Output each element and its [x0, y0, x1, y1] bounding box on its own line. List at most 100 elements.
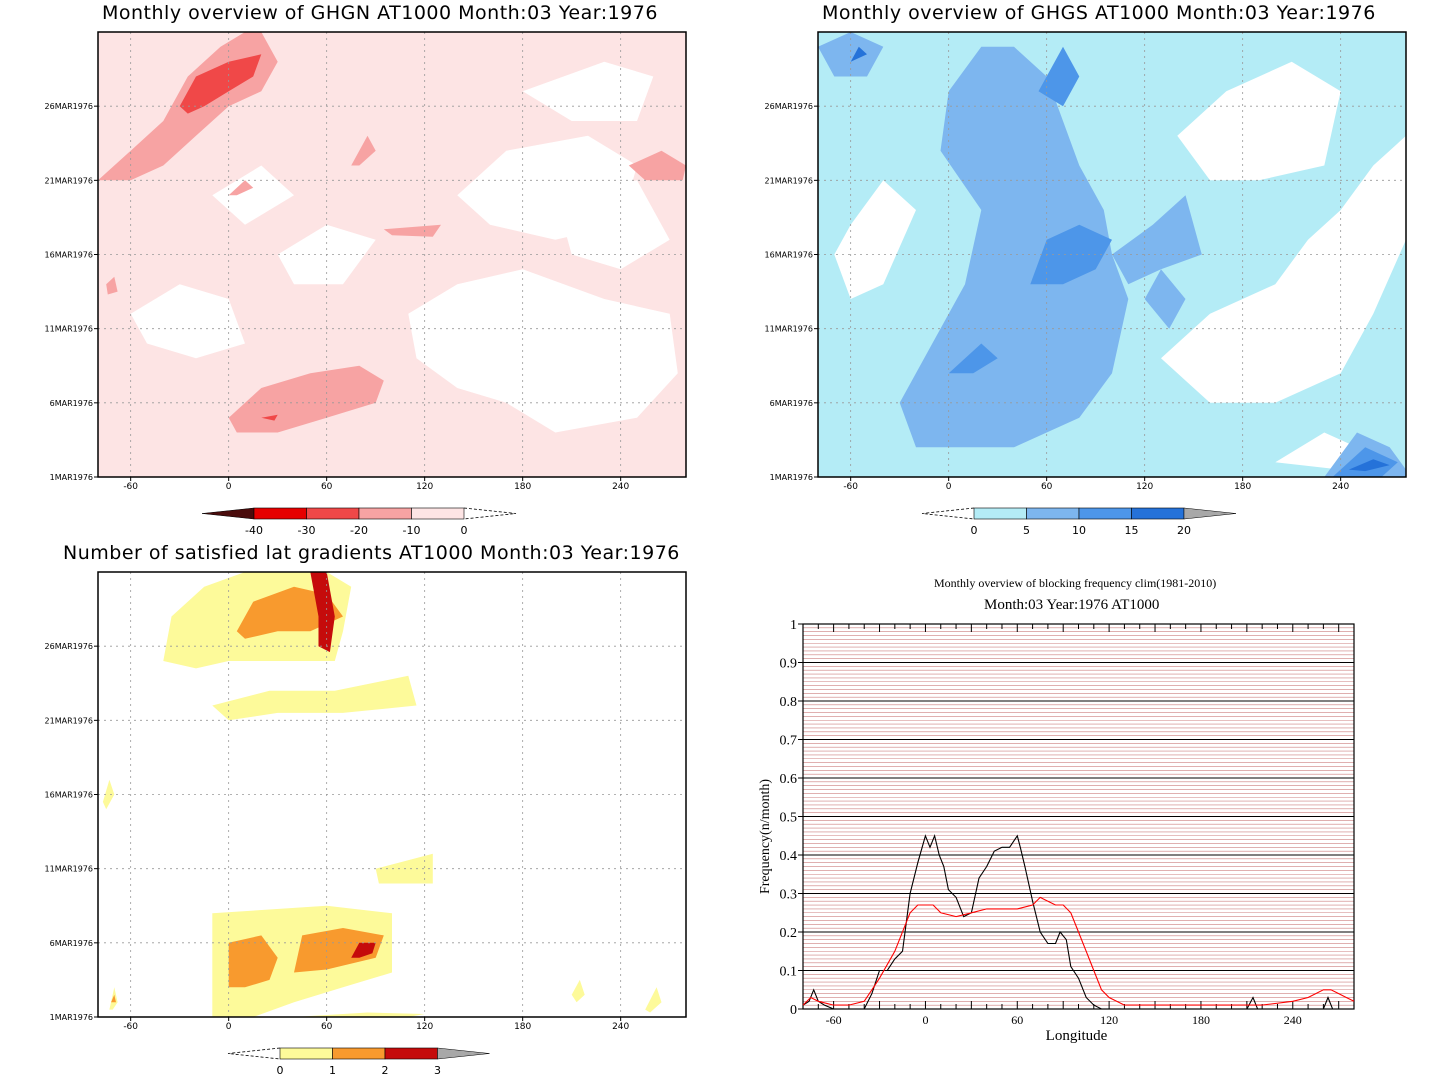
- sat-region-0to1-8: [294, 1012, 425, 1017]
- freq-y-tick-label-2: 0.2: [780, 926, 798, 941]
- ghgn-region-minus20-3: [228, 180, 254, 196]
- sat-y-tick-label-1: 6MAR1976: [50, 939, 93, 948]
- ghgn-region-above-0-5: [555, 180, 670, 270]
- sat-colorbar-box-2: [384, 1047, 438, 1060]
- ghgs-x-tick-label-3: 120: [1136, 482, 1153, 492]
- ghgn-title: Monthly overview of GHGN AT1000 Month:03…: [102, 2, 658, 24]
- sat-x-tick-label-1: 0: [226, 1022, 232, 1032]
- ghgs-y-tick-label-0: 1MAR1976: [770, 473, 813, 482]
- sat-frame: [97, 571, 687, 1018]
- ghgn-region-minus20-2: [628, 150, 686, 181]
- sat-colorbar-label-1: 1: [329, 1064, 336, 1077]
- sat-colorbar-box-1: [332, 1047, 386, 1060]
- sat-y-tick-label-0: 1MAR1976: [50, 1013, 93, 1022]
- ghgs-colorbar-label-1: 5: [1023, 524, 1030, 537]
- ghgn-x-tick-label-3: 120: [416, 482, 433, 492]
- ghgn-x-tick-label-0: -60: [123, 482, 138, 492]
- ghgs-title: Monthly overview of GHGS AT1000 Month:03…: [822, 2, 1376, 24]
- freq-subtitle: Month:03 Year:1976 AT1000: [984, 597, 1160, 613]
- ghgn-colorbar-label-2: -20: [350, 524, 368, 537]
- freq-y-tick-label-4: 0.4: [780, 849, 798, 864]
- ghgn-colorbar-box-1: [306, 507, 360, 520]
- sat-title: Number of satisfied lat gradients AT1000…: [63, 542, 680, 564]
- ghgs-region-5to10-4: [818, 32, 884, 77]
- ghgn-y-tick-label-2: 11MAR1976: [45, 325, 93, 334]
- sat-region-1to2-1: [228, 935, 278, 988]
- sat-region-2to3-1: [351, 942, 376, 958]
- ghgs-x-tick-label-5: 240: [1332, 482, 1349, 492]
- ghgn-frame: [97, 31, 687, 478]
- freq-series-line-0: [802, 833, 1354, 1010]
- freq-y-tick-label-8: 0.8: [780, 695, 798, 710]
- ghgs-colorbar-box-2: [1078, 507, 1132, 520]
- ghgs-colorbar-label-4: 20: [1177, 524, 1191, 537]
- ghgn-colorbar-box-2: [358, 507, 412, 520]
- freq-frame: [802, 623, 1355, 1010]
- freq-x-tick-label-3: 120: [1100, 1013, 1118, 1027]
- ghgs-region-10to15-2: [1332, 447, 1398, 477]
- sat-y-tick-label-2: 11MAR1976: [45, 865, 93, 874]
- ghgn-y-tick-label-5: 26MAR1976: [45, 102, 93, 111]
- sat-colorbar-right-extension: [437, 1047, 490, 1060]
- freq-y-tick-label-3: 0.3: [780, 888, 798, 903]
- ghgn-region-minus20-6: [106, 276, 118, 295]
- freq-x-tick-label-1: 0: [922, 1013, 928, 1027]
- ghgn-region-minus30-0: [179, 54, 262, 114]
- freq-x-tick-label-5: 240: [1284, 1013, 1302, 1027]
- ghgn-colorbar-label-3: -10: [403, 524, 421, 537]
- ghgs-y-tick-label-5: 26MAR1976: [765, 102, 813, 111]
- ghgn-colorbar-label-0: -40: [245, 524, 263, 537]
- ghgs-region-below-0-1: [1177, 61, 1341, 181]
- sat-region-0to1-1: [212, 675, 417, 721]
- ghgs-region-5to10-1: [1112, 195, 1202, 285]
- sat-region-0to1-4: [102, 779, 115, 810]
- ghgs-region-5to10-0: [899, 46, 1129, 448]
- freq-y-tick-label-10: 1: [790, 618, 797, 633]
- freq-x-tick-label-4: 180: [1192, 1013, 1210, 1027]
- sat-region-2to3-0: [310, 572, 335, 653]
- sat-region-0to1-7: [645, 987, 662, 1013]
- ghgs-region-10to15-3: [948, 343, 998, 374]
- ghgn-region-above-0-3: [130, 284, 245, 359]
- ghgs-colorbar-left-extension: [921, 507, 975, 520]
- freq-x-tick-label-0: -60: [826, 1013, 842, 1027]
- freq-y-axis-label: Frequency(n/month): [758, 779, 773, 894]
- ghgs-y-tick-label-1: 6MAR1976: [770, 399, 813, 408]
- freq-y-tick-label-5: 0.5: [780, 811, 798, 826]
- freq-series-line-1: [802, 896, 1355, 1006]
- ghgs-y-tick-label-4: 21MAR1976: [765, 176, 813, 185]
- ghgn-colorbar-right-extension: [463, 507, 517, 520]
- sat-region-0to1-6: [571, 979, 585, 1003]
- ghgn-y-tick-label-3: 16MAR1976: [45, 251, 93, 260]
- sat-x-tick-label-0: -60: [123, 1022, 138, 1032]
- ghgn-region-above-0-0: [408, 269, 678, 433]
- ghgn-y-tick-label-1: 6MAR1976: [50, 399, 93, 408]
- ghgn-x-tick-label-5: 240: [612, 482, 629, 492]
- ghgn-colorbar-box-0: [253, 507, 307, 520]
- ghgn-region-minus20-5: [383, 224, 441, 237]
- ghgs-x-tick-label-0: -60: [843, 482, 858, 492]
- ghgs-x-tick-label-2: 60: [1041, 482, 1053, 492]
- ghgs-region-5to10-3: [1144, 269, 1186, 329]
- ghgn-region-minus30-1: [261, 414, 278, 421]
- ghgs-region-15to20-0: [1348, 459, 1390, 472]
- ghgs-colorbar-box-1: [1026, 507, 1080, 520]
- freq-y-tick-label-1: 0.1: [780, 965, 798, 980]
- ghgn-x-tick-label-4: 180: [514, 482, 531, 492]
- sat-colorbar-left-extension: [227, 1047, 281, 1060]
- ghgs-colorbar-box-0: [973, 507, 1027, 520]
- ghgs-colorbar-box-3: [1131, 507, 1185, 520]
- sat-colorbar-label-2: 2: [382, 1064, 389, 1077]
- ghgs-colorbar-label-3: 15: [1125, 524, 1139, 537]
- sat-region-1to2-2: [294, 928, 384, 973]
- ghgs-colorbar-label-0: 0: [971, 524, 978, 537]
- sat-x-tick-label-2: 60: [321, 1022, 333, 1032]
- freq-x-axis-label: Longitude: [1046, 1028, 1108, 1044]
- freq-x-tick-label-2: 60: [1011, 1013, 1023, 1027]
- ghgn-colorbar-label-4: 0: [461, 524, 468, 537]
- sat-colorbar-label-3: 3: [434, 1064, 441, 1077]
- ghgs-colorbar-right-extension: [1183, 507, 1237, 520]
- sat-y-tick-label-4: 21MAR1976: [45, 716, 93, 725]
- ghgn-colorbar-label-1: -30: [298, 524, 316, 537]
- ghgn-y-tick-label-0: 1MAR1976: [50, 473, 93, 482]
